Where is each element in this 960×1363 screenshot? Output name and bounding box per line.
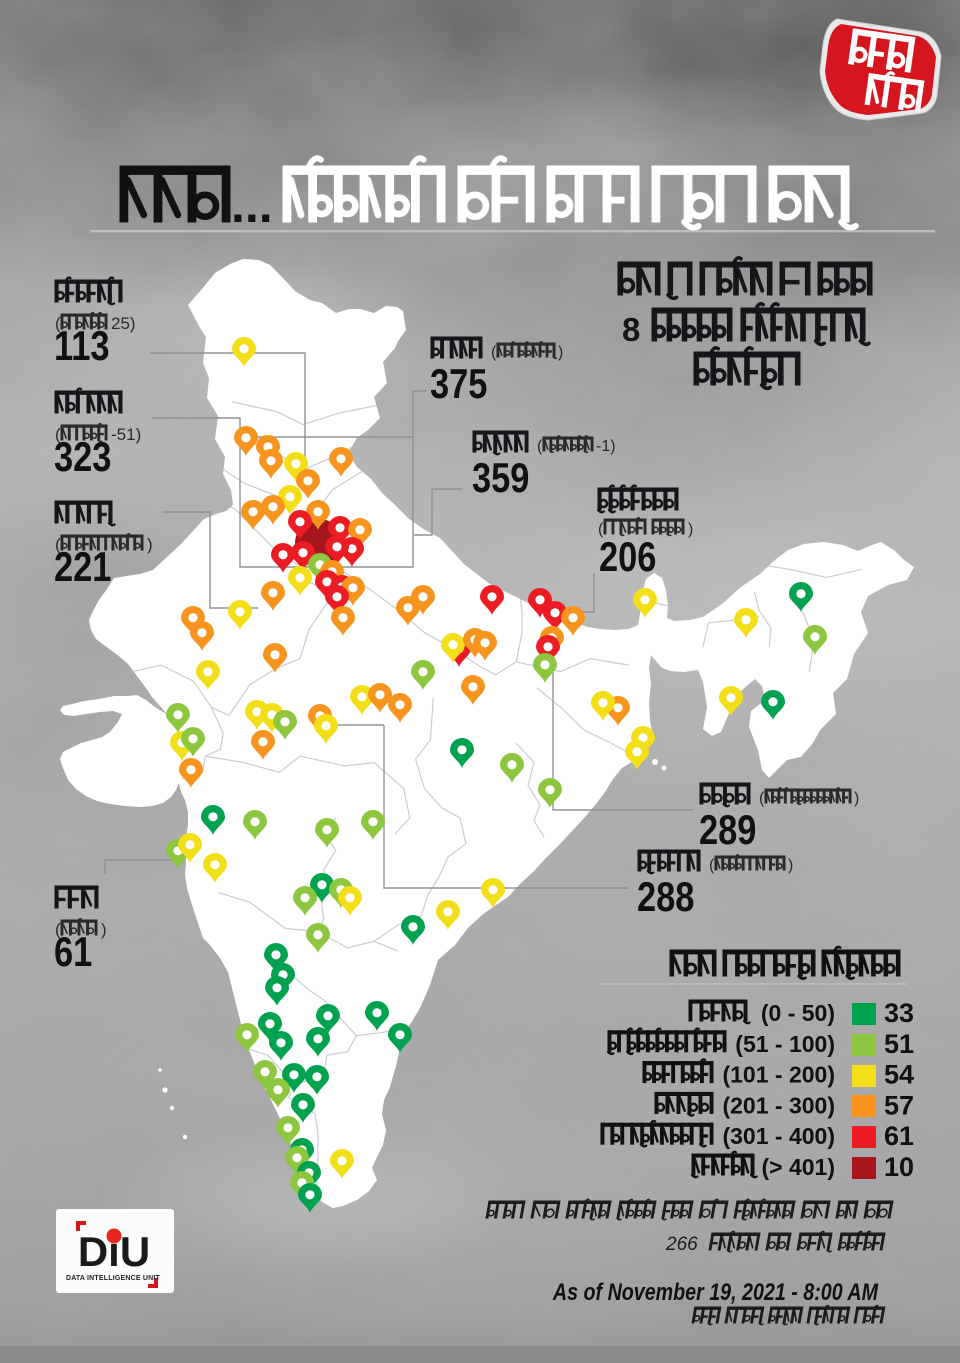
svg-text:(301 - 400): (301 - 400) [722,1123,835,1149]
svg-text:51: 51 [884,1029,914,1059]
svg-text:(: ( [491,344,497,361]
svg-text:(51 - 100): (51 - 100) [735,1031,835,1057]
svg-text:57: 57 [884,1090,914,1120]
svg-text:(: ( [759,790,765,807]
svg-text:113: 113 [54,323,110,370]
svg-text:...: ... [231,177,273,233]
svg-text:(: ( [55,535,61,554]
svg-text:(: ( [598,521,604,538]
svg-text:): ) [688,521,693,538]
svg-text:61: 61 [884,1121,914,1151]
svg-text:(101 - 200): (101 - 200) [722,1062,835,1088]
svg-text:-51): -51) [111,425,141,444]
svg-text:): ) [101,920,107,939]
svg-text:): ) [147,535,153,554]
svg-text:288: 288 [637,874,694,921]
svg-text:266: 266 [665,1234,698,1255]
svg-text:(: ( [55,425,61,444]
svg-text:(0 - 50): (0 - 50) [761,1000,835,1026]
svg-text:As of November 19, 2021 - 8:00: As of November 19, 2021 - 8:00 AM [552,1278,879,1305]
svg-text:323: 323 [54,434,111,481]
svg-text:(> 401): (> 401) [761,1154,835,1180]
svg-text:(: ( [55,314,61,333]
svg-text:10: 10 [884,1152,914,1182]
svg-text:): ) [558,344,563,361]
svg-text:289: 289 [699,807,756,854]
svg-text:(: ( [709,857,715,874]
svg-text:61: 61 [54,929,92,976]
svg-text:(: ( [537,438,543,455]
svg-text:DATA INTELLIGENCE UNIT: DATA INTELLIGENCE UNIT [66,1275,161,1282]
svg-text:(: ( [55,920,61,939]
svg-text:): ) [788,857,793,874]
svg-text:(201 - 300): (201 - 300) [722,1092,835,1118]
svg-text:33: 33 [884,998,914,1028]
svg-text:8: 8 [622,311,640,348]
svg-text:375: 375 [430,361,487,408]
svg-text:359: 359 [472,455,529,502]
svg-text:25): 25) [111,314,136,333]
svg-text:-1): -1) [596,438,616,455]
svg-text:206: 206 [599,534,656,581]
svg-text:54: 54 [884,1060,914,1090]
svg-text:): ) [854,790,859,807]
svg-text:221: 221 [54,544,111,591]
